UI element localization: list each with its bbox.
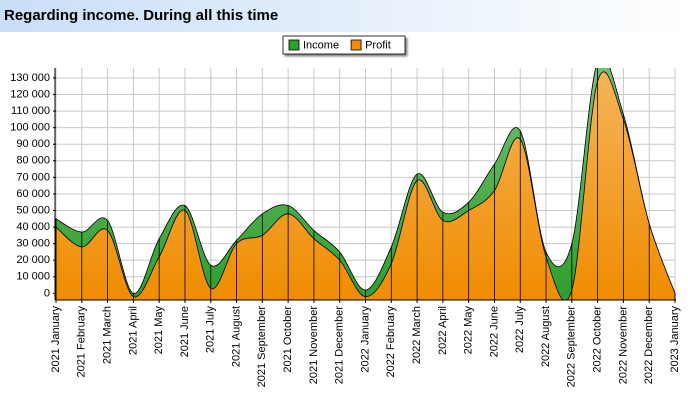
y-tick-label: 10 000: [16, 271, 50, 283]
x-tick-label: 2022 August: [540, 306, 552, 367]
x-tick-label: 2022 January: [359, 306, 371, 373]
y-tick-label: 120 000: [10, 88, 50, 100]
x-tick-label: 2021 March: [101, 306, 113, 364]
x-tick-label: 2022 February: [385, 306, 397, 378]
x-tick-label: 2021 January: [50, 306, 62, 373]
y-tick-label: 50 000: [16, 204, 50, 216]
x-tick-label: 2021 May: [153, 306, 165, 355]
chart-title: Regarding income. During all this time: [4, 7, 278, 24]
x-tick-label: 2021 December: [334, 306, 346, 385]
legend-swatch: [288, 39, 300, 51]
x-tick-label: 2021 October: [282, 306, 294, 373]
x-tick-label: 2021 August: [230, 306, 242, 367]
x-tick-label: 2022 June: [488, 306, 500, 357]
x-tick-label: 2021 November: [308, 306, 320, 385]
y-tick-label: 60 000: [16, 188, 50, 200]
x-tick-label: 2023 January: [669, 306, 681, 373]
y-tick-label: 130 000: [10, 72, 50, 84]
x-tick-label: 2022 November: [617, 306, 629, 385]
y-tick-label: 20 000: [16, 254, 50, 266]
y-tick-label: 30 000: [16, 238, 50, 250]
title-bar: [0, 0, 688, 32]
x-tick-label: 2021 July: [205, 306, 217, 354]
y-tick-label: 90 000: [16, 138, 50, 150]
plot-area: [55, 68, 676, 300]
x-tick-label: 2022 July: [514, 306, 526, 354]
x-tick-label: 2022 December: [643, 306, 655, 385]
x-tick-label: 2021 February: [76, 306, 88, 378]
x-tick-label: 2021 April: [127, 306, 139, 355]
y-tick-label: 40 000: [16, 221, 50, 233]
y-tick-label: 100 000: [10, 122, 50, 134]
legend-label: Profit: [365, 39, 391, 51]
x-tick-label: 2022 March: [411, 306, 423, 364]
x-tick-label: 2021 September: [256, 306, 268, 388]
y-tick-label: 0: [44, 287, 50, 299]
legend-box: [282, 35, 406, 55]
y-tick-label: 110 000: [11, 105, 50, 117]
x-tick-label: 2022 September: [566, 306, 578, 388]
x-tick-label: 2021 June: [179, 306, 191, 357]
y-tick-label: 70 000: [16, 171, 50, 183]
x-tick-label: 2022 May: [463, 306, 475, 355]
legend-swatch: [350, 39, 362, 51]
x-tick-label: 2022 October: [592, 306, 604, 373]
y-tick-label: 80 000: [16, 155, 50, 167]
x-tick-label: 2022 April: [437, 306, 449, 355]
legend-label: Income: [303, 39, 339, 51]
